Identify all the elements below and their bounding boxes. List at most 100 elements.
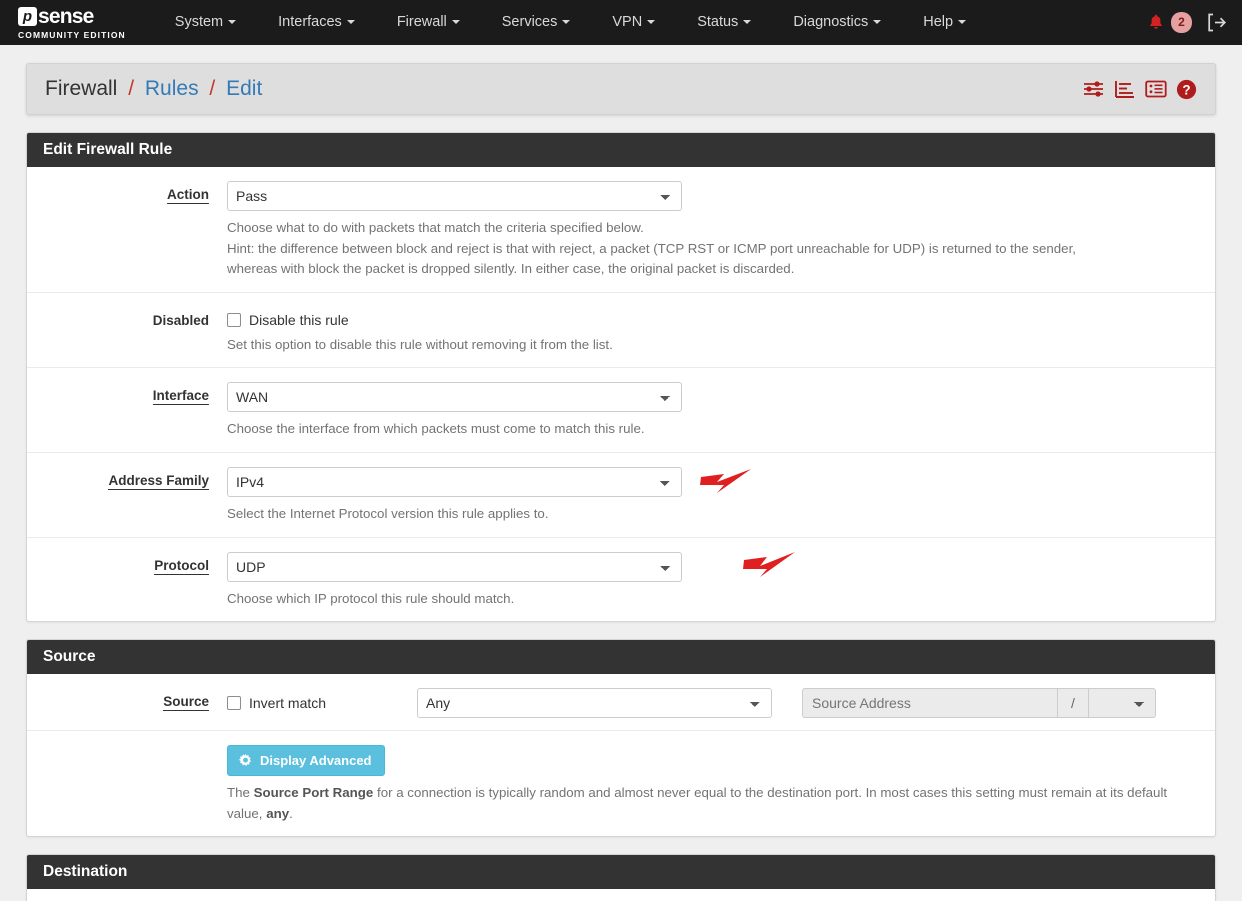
action-select[interactable]: Pass bbox=[227, 181, 682, 211]
nav-menu: System Interfaces Firewall Services VPN … bbox=[154, 0, 987, 45]
source-address-input[interactable] bbox=[802, 688, 1057, 719]
disable-rule-label[interactable]: Disable this rule bbox=[249, 311, 349, 328]
source-panel: Source Source Invert match Any / bbox=[26, 639, 1216, 838]
label-address-family: Address Family bbox=[108, 473, 209, 491]
label-disabled: Disabled bbox=[152, 312, 209, 328]
help-prefix: The bbox=[227, 785, 254, 801]
notification-count-badge: 2 bbox=[1171, 12, 1192, 33]
protocol-help: Choose which IP protocol this rule shoul… bbox=[227, 590, 515, 606]
form-row-source: Source Invert match Any / bbox=[27, 674, 1215, 732]
display-advanced-button[interactable]: Display Advanced bbox=[227, 745, 385, 777]
display-advanced-label: Display Advanced bbox=[260, 753, 372, 769]
logout-icon bbox=[1208, 13, 1227, 32]
action-help-line1: Choose what to do with packets that matc… bbox=[227, 220, 644, 235]
nav-item-firewall[interactable]: Firewall bbox=[376, 0, 481, 45]
nav-item-system[interactable]: System bbox=[154, 0, 257, 45]
nav-item-status[interactable]: Status bbox=[676, 0, 772, 45]
source-address-slash: / bbox=[1057, 688, 1089, 719]
nav-label: Services bbox=[501, 14, 558, 30]
arrow-address-family bbox=[700, 469, 751, 494]
breadcrumb-root: Firewall bbox=[45, 77, 118, 100]
source-invert-match-label[interactable]: Invert match bbox=[249, 695, 327, 712]
form-row-disabled: Disabled Disable this rule Set this opti… bbox=[27, 293, 1215, 369]
nav-label: System bbox=[174, 14, 224, 30]
panel-title-destination: Destination bbox=[27, 855, 1215, 890]
chart-bar-icon[interactable] bbox=[1114, 79, 1136, 99]
logout-button[interactable] bbox=[1206, 13, 1228, 32]
panel-title-edit-rule: Edit Firewall Rule bbox=[27, 133, 1215, 167]
form-row-protocol: Protocol UDP Choose which IP protocol th… bbox=[27, 538, 1215, 622]
form-row-action: Action Pass Choose what to do with packe… bbox=[27, 167, 1215, 293]
breadcrumb: Firewall / Rules / Edit bbox=[45, 77, 262, 101]
chevron-down-icon bbox=[958, 20, 967, 25]
action-help-line2: Hint: the difference between block and r… bbox=[227, 240, 1076, 256]
chevron-down-icon bbox=[873, 20, 882, 25]
breadcrumb-separator: / bbox=[128, 77, 135, 100]
form-row-source-advanced: Display Advanced The Source Port Range f… bbox=[27, 731, 1215, 836]
breadcrumb-link-edit[interactable]: Edit bbox=[226, 77, 263, 100]
action-help: Choose what to do with packets that matc… bbox=[227, 218, 1199, 280]
help-circle-icon[interactable]: ? bbox=[1176, 79, 1197, 100]
panel-title-source: Source bbox=[27, 640, 1215, 675]
nav-item-help[interactable]: Help bbox=[902, 0, 987, 45]
label-source: Source bbox=[163, 694, 209, 712]
disabled-help: Set this option to disable this rule wit… bbox=[227, 336, 613, 352]
nav-label: VPN bbox=[612, 14, 643, 30]
nav-item-diagnostics[interactable]: Diagnostics bbox=[772, 0, 902, 45]
pfsense-logo[interactable]: p sense COMMUNITY EDITION bbox=[18, 5, 126, 40]
header-action-icons: ? bbox=[1083, 79, 1197, 100]
nav-item-vpn[interactable]: VPN bbox=[591, 0, 676, 45]
address-family-help: Select the Internet Protocol version thi… bbox=[227, 506, 549, 522]
source-port-range-help: The Source Port Range for a connection i… bbox=[227, 783, 1199, 824]
page-header: Firewall / Rules / Edit bbox=[26, 63, 1216, 115]
nav-label: Status bbox=[697, 14, 739, 30]
interface-select[interactable]: WAN bbox=[227, 382, 682, 413]
label-action: Action bbox=[167, 187, 209, 204]
logo-mark: p bbox=[18, 7, 37, 26]
logo-text: sense bbox=[38, 5, 94, 28]
protocol-select[interactable]: UDP bbox=[227, 551, 682, 582]
destination-panel: Destination Destination Invert match Any… bbox=[26, 854, 1216, 901]
form-row-address-family: Address Family IPv4 Select the Internet … bbox=[27, 453, 1215, 538]
source-type-select[interactable]: Any bbox=[417, 688, 772, 719]
notifications-button[interactable]: 2 bbox=[1148, 12, 1192, 33]
nav-item-interfaces[interactable]: Interfaces bbox=[257, 0, 376, 45]
arrow-protocol bbox=[743, 551, 795, 577]
nav-label: Interfaces bbox=[278, 14, 342, 30]
chevron-down-icon bbox=[228, 20, 237, 25]
list-view-icon[interactable] bbox=[1145, 79, 1167, 99]
action-help-line3: whereas with block the packet is dropped… bbox=[227, 261, 795, 277]
cog-icon bbox=[238, 754, 252, 767]
source-invert-match-checkbox[interactable] bbox=[227, 696, 241, 711]
address-family-select[interactable]: IPv4 bbox=[227, 467, 682, 498]
chevron-down-icon bbox=[743, 20, 752, 25]
help-bold-source-port-range: Source Port Range bbox=[253, 785, 374, 801]
help-bold-any: any bbox=[266, 805, 290, 821]
disable-rule-checkbox[interactable] bbox=[227, 312, 241, 327]
label-interface: Interface bbox=[152, 388, 209, 406]
advanced-filter-icon[interactable] bbox=[1083, 79, 1105, 99]
chevron-down-icon bbox=[346, 20, 355, 25]
label-protocol: Protocol bbox=[154, 557, 209, 575]
breadcrumb-separator: / bbox=[209, 77, 216, 100]
form-row-destination: Destination Invert match Any / bbox=[27, 889, 1215, 901]
help-suffix: . bbox=[289, 805, 293, 821]
nav-label: Diagnostics bbox=[793, 14, 869, 30]
logo-edition: COMMUNITY EDITION bbox=[18, 29, 126, 40]
help-mid: for a connection is typically random and… bbox=[227, 785, 1168, 821]
interface-help: Choose the interface from which packets … bbox=[227, 421, 645, 437]
form-row-interface: Interface WAN Choose the interface from … bbox=[27, 368, 1215, 454]
bell-icon bbox=[1150, 14, 1162, 29]
label-source-advanced-spacer bbox=[27, 745, 227, 751]
edit-firewall-rule-panel: Edit Firewall Rule Action Pass Choose wh… bbox=[26, 132, 1216, 623]
chevron-down-icon bbox=[647, 20, 656, 25]
chevron-down-icon bbox=[562, 20, 571, 25]
breadcrumb-link-rules[interactable]: Rules bbox=[144, 77, 199, 100]
nav-label: Help bbox=[923, 14, 954, 30]
top-navbar: p sense COMMUNITY EDITION System Interfa… bbox=[0, 0, 1242, 45]
svg-text:?: ? bbox=[1182, 82, 1190, 97]
navbar-right-actions: 2 bbox=[1148, 12, 1228, 33]
nav-label: Firewall bbox=[396, 14, 447, 30]
nav-item-services[interactable]: Services bbox=[481, 0, 592, 45]
source-cidr-select[interactable] bbox=[1089, 688, 1156, 719]
